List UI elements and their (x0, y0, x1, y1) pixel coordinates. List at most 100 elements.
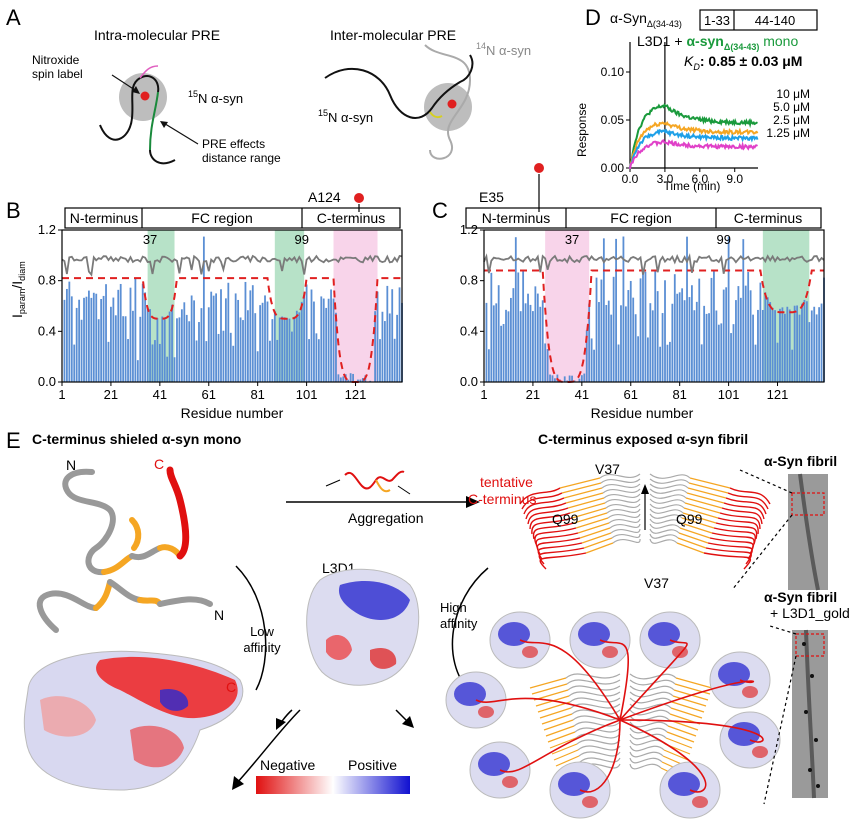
bound-l3d1-red (478, 706, 494, 718)
data-bar (88, 290, 90, 382)
data-bar (693, 310, 696, 382)
data-bar (810, 310, 813, 382)
data-bar (303, 294, 306, 382)
x-tick-label: 61 (202, 387, 216, 402)
residue-mark-label: 37 (565, 232, 579, 247)
colorbar-negative: Negative (260, 757, 315, 773)
data-bar (325, 307, 328, 382)
fibril-orange-strand (689, 477, 731, 489)
n14-sup: 14 (476, 41, 486, 51)
fibril-red-tail (523, 497, 565, 515)
data-bar (259, 305, 262, 382)
data-bar (590, 338, 593, 382)
y-tick-label: 0.0 (38, 374, 56, 389)
bound-fibril-core (629, 697, 673, 704)
x-tick-label: 121 (345, 387, 367, 402)
plot-frame (61, 229, 403, 383)
bound-c-terminus (599, 639, 630, 721)
fibril-core-strand (649, 488, 688, 494)
nitroxide-label-1: Nitroxide (32, 53, 80, 67)
data-bar (244, 281, 247, 382)
fibril-orange-strand (575, 517, 609, 529)
data-bar (546, 349, 549, 382)
data-bar (654, 270, 657, 382)
aggregation-arrowhead (466, 496, 480, 508)
fibril-orange-strand (579, 527, 611, 539)
c-xlabel: Residue number (591, 405, 694, 421)
fibril-orange-strand (581, 532, 612, 544)
data-bar (529, 304, 532, 382)
mono2-chain-orange-2 (137, 597, 163, 607)
fibril-core-strand (603, 493, 641, 499)
fibril-core-strand (607, 513, 641, 519)
split-arrowhead-left (276, 718, 286, 730)
bound-fibril-orange (672, 695, 707, 707)
em-gold-strand (804, 629, 816, 799)
low-affinity-arrowhead (232, 776, 244, 790)
fibril-orange-strand (559, 477, 601, 489)
data-bar (215, 293, 218, 382)
fibril-red-tail (525, 502, 567, 520)
bound-fibril-core (629, 763, 662, 770)
data-bar (505, 309, 507, 382)
data-bar (146, 307, 149, 382)
data-bar (80, 319, 83, 382)
data-bar (759, 282, 762, 382)
nitroxide-arrow (111, 74, 139, 93)
em-zoom-box-1 (791, 492, 825, 516)
n14-text: N α-syn (486, 43, 531, 58)
data-bar (305, 284, 308, 382)
fibril-orange-strand (686, 492, 725, 504)
sensorgram-series (629, 139, 758, 170)
intra-title: Intra-molecular PRE (94, 27, 220, 43)
fibril-orange-strand (561, 482, 602, 494)
data-bar (651, 310, 654, 382)
data-bar (700, 344, 703, 382)
series-label: 10 μM (776, 87, 810, 101)
data-bar (774, 310, 776, 382)
fibril-orange-strand (585, 542, 614, 554)
data-bar (381, 311, 384, 382)
data-bar (335, 312, 337, 382)
gold-particle (808, 768, 812, 772)
bound-fibril-orange (663, 749, 689, 761)
colorbar-positive: Positive (348, 757, 397, 773)
bound-fibril-orange (547, 731, 576, 743)
data-bar (717, 324, 720, 382)
b-ylabel-sub1: param (17, 289, 27, 315)
data-bar (65, 288, 68, 382)
data-bar (369, 380, 372, 382)
y-tick-label: 0.0 (460, 374, 478, 389)
fibril-red-tail (532, 522, 575, 540)
series-label: 5.0 μM (773, 100, 810, 114)
em-zoom-line-2a (769, 625, 797, 635)
fibril-orange-strand (677, 537, 707, 549)
agg-mini-chain-red (344, 470, 405, 490)
intra-chain (99, 74, 160, 141)
fibril-core-strand (649, 478, 690, 484)
bound-fibril-core (629, 757, 663, 764)
fibril-red-tail (721, 507, 763, 525)
data-bar (595, 277, 598, 382)
bound-fibril-core (565, 673, 621, 679)
data-bar (114, 315, 117, 382)
data-bar (212, 295, 215, 382)
data-bar (622, 236, 625, 382)
data-bar (90, 297, 93, 382)
data-bar (698, 278, 701, 382)
data-bar (337, 374, 340, 382)
n15-intra-text: N α-syn (198, 91, 243, 106)
bound-c-terminus (499, 719, 621, 773)
bound-fibril-orange (667, 725, 697, 737)
data-bar (313, 301, 315, 382)
data-bar (156, 318, 159, 382)
data-bar (180, 309, 183, 382)
data-bar (127, 339, 129, 382)
n14-label: 14N α-syn (476, 41, 531, 58)
data-bar (534, 286, 537, 382)
gold-particle (816, 784, 820, 788)
data-bar (246, 310, 249, 382)
d-construct-sub: Δ(34-43) (647, 19, 682, 29)
panel-b: B N-terminus FC region C-terminus A124 I… (6, 189, 403, 421)
e-right-title: C-terminus exposed α-syn fibril (538, 431, 748, 447)
